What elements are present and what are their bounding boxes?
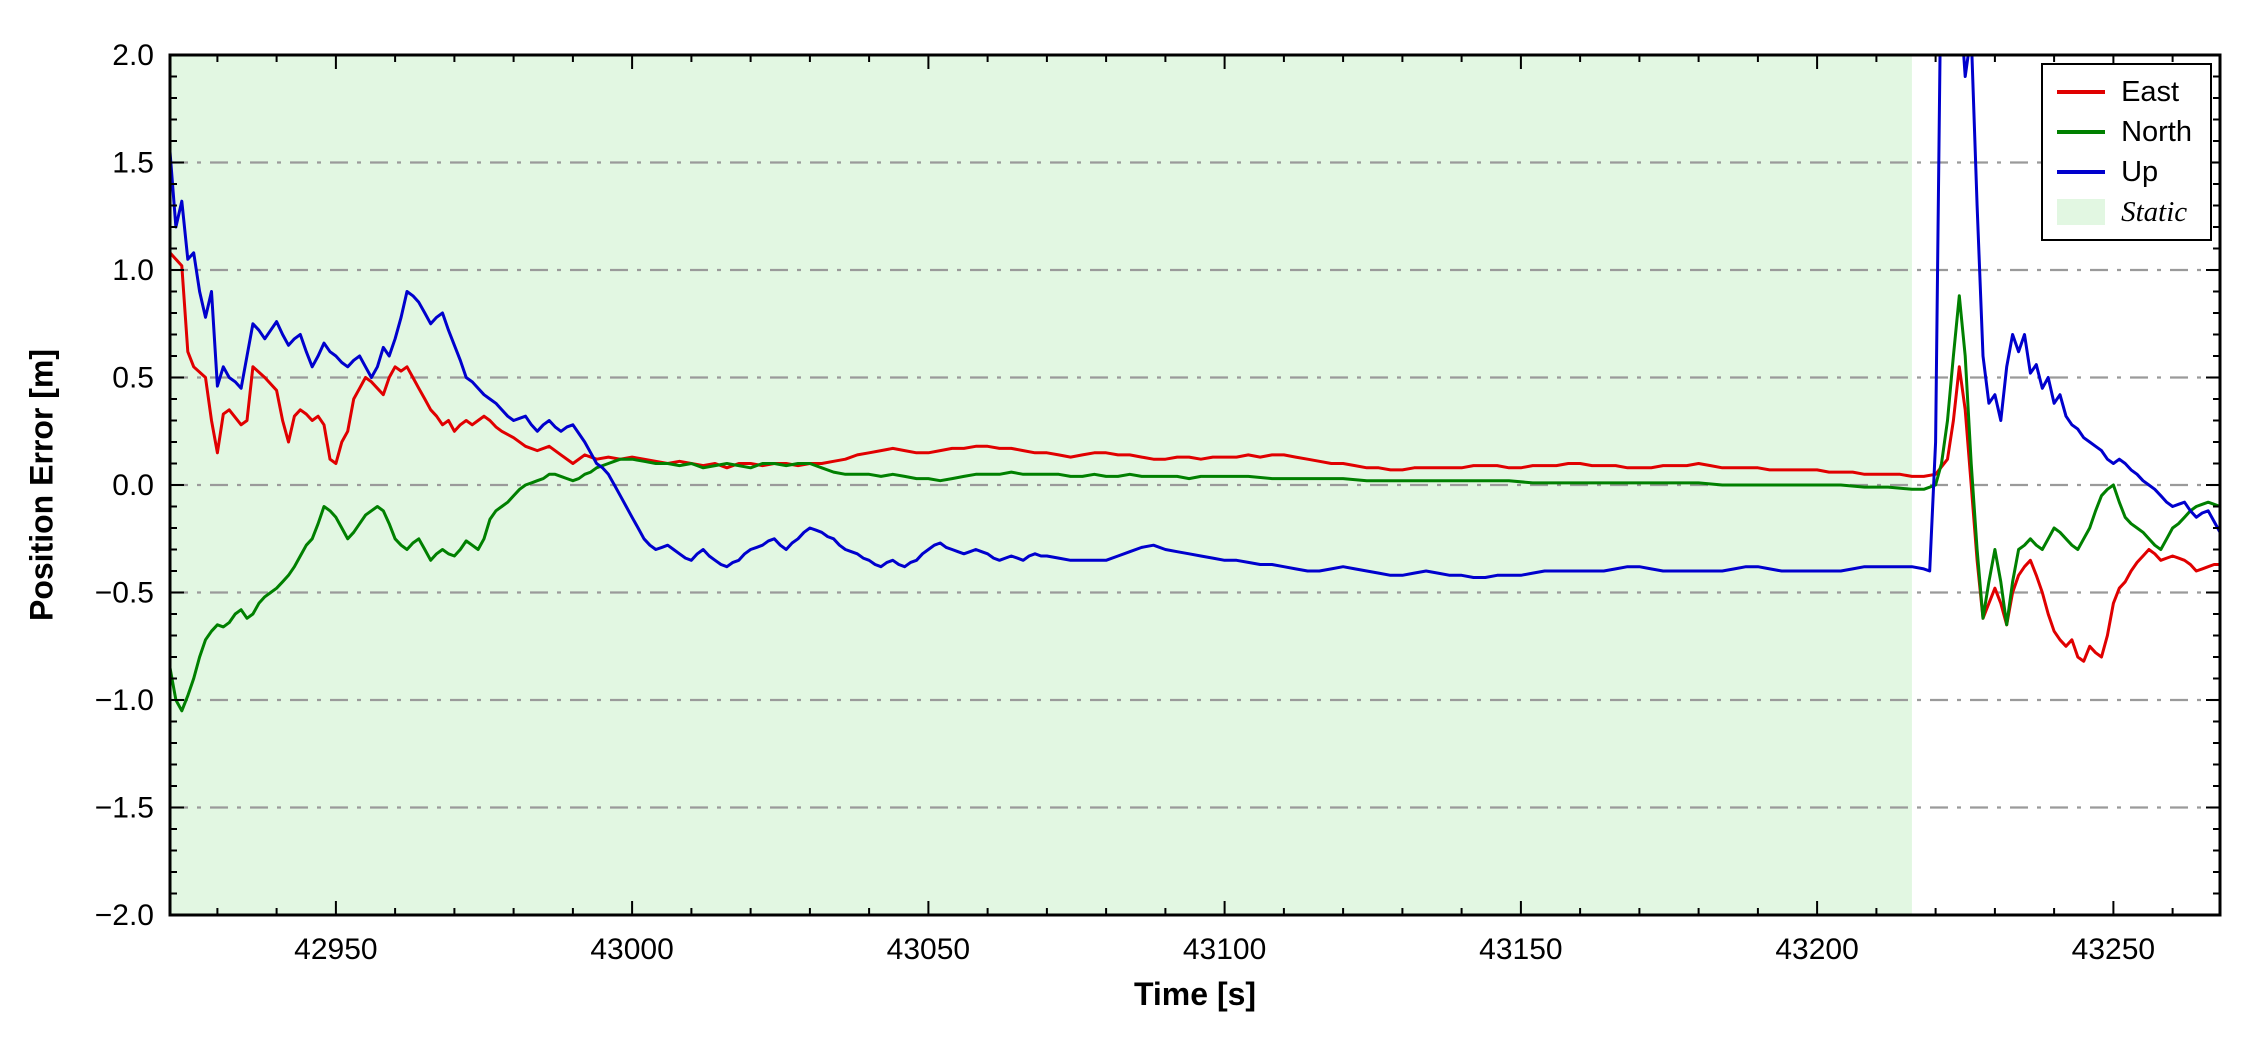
- y-tick-label: 0.0: [112, 469, 154, 502]
- x-tick-label: 42950: [294, 933, 377, 966]
- legend-line-swatch: [2057, 130, 2106, 134]
- x-tick-label: 43150: [1479, 933, 1562, 966]
- legend-item-north: North: [2057, 113, 2192, 151]
- y-tick-label: −1.5: [95, 792, 154, 825]
- x-tick-label: 43050: [887, 933, 970, 966]
- legend-label: Static: [2121, 195, 2188, 228]
- legend-label: East: [2121, 75, 2180, 108]
- x-tick-label: 43000: [590, 933, 673, 966]
- legend-line-swatch: [2057, 90, 2106, 94]
- legend-label: Up: [2121, 155, 2159, 188]
- x-tick-label: 43100: [1183, 933, 1266, 966]
- y-axis-label: Position Error [m]: [23, 348, 60, 622]
- legend-item-east: East: [2057, 73, 2192, 111]
- series-line-up: [170, 55, 2220, 579]
- y-tick-label: 2.0: [112, 39, 154, 72]
- legend-item-static: Static: [2057, 193, 2192, 231]
- y-tick-label: −2.0: [95, 899, 154, 932]
- y-tick-label: −0.5: [95, 577, 154, 610]
- x-tick-label: 43200: [1775, 933, 1858, 966]
- plot-border: [168, 53, 2222, 917]
- legend-label: North: [2121, 115, 2192, 148]
- y-tick-label: 0.5: [112, 362, 154, 395]
- y-tick-label: 1.0: [112, 254, 154, 287]
- legend-patch-swatch: [2057, 199, 2106, 225]
- legend-item-up: Up: [2057, 153, 2192, 191]
- x-axis-label: Time [s]: [1133, 976, 1257, 1012]
- series-line-north: [170, 294, 2220, 713]
- y-tick-label: −1.0: [95, 684, 154, 717]
- legend: East North Up Static: [2041, 63, 2212, 241]
- x-tick-label: 43250: [2072, 933, 2155, 966]
- y-tick-label: 1.5: [112, 147, 154, 180]
- legend-line-swatch: [2057, 170, 2106, 174]
